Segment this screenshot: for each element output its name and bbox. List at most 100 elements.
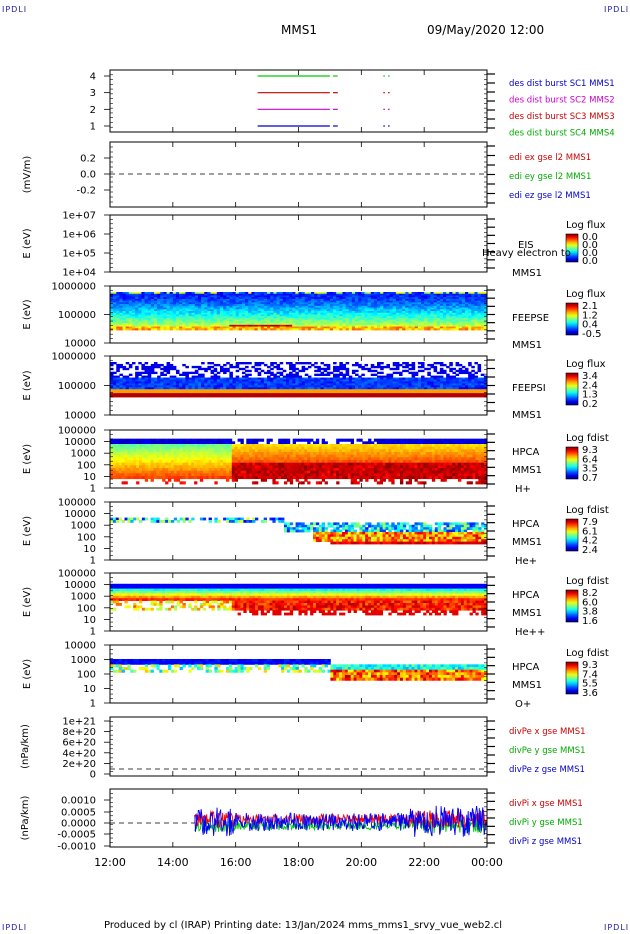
divpi-z-series (194, 805, 488, 837)
panel-frame (109, 716, 488, 777)
ytick-label: 0 (90, 770, 96, 781)
colorbar-tick: 3.8 (582, 607, 598, 618)
colorbar-tick: 7.4 (582, 669, 598, 680)
ytick-label: 2e+20 (62, 759, 96, 770)
instrument-label: EIS (518, 240, 534, 251)
colorbar-tick: 1.2 (582, 310, 598, 321)
ytick-label: 3 (90, 88, 96, 99)
species-label: He+ (515, 556, 537, 567)
colorbar (565, 372, 579, 406)
panel-burst: 4 3 2 1 des dist burst SC1 MMS1 des dist burs… (90, 69, 615, 139)
ytick-label: 100 (77, 460, 96, 471)
footer-credit: Produced by cl (IRAP) Printing date: 13/… (104, 920, 503, 931)
ytick-label: -0.2 (76, 186, 96, 197)
legend-entry: des dist burst SC2 MMS2 (509, 96, 615, 106)
panel-ylabel: E (eV) (22, 659, 33, 689)
panel-ylabel: E (eV) (22, 587, 33, 617)
colorbar-tick: 7.9 (582, 517, 598, 528)
ytick-label: 4 (90, 72, 96, 83)
colorbar-tick: 3.5 (582, 464, 598, 475)
legend-entry: des dist burst SC1 MMS1 (509, 79, 615, 89)
colorbar-tick: 1.3 (582, 390, 598, 401)
species-label: H+ (515, 484, 531, 495)
colorbar-tick: 2.4 (582, 545, 598, 556)
ytick-label: 1000 (71, 592, 96, 603)
ytick-label: 1000 (71, 655, 96, 666)
legend-entry: des dist burst SC4 MMS4 (509, 129, 615, 139)
colorbar-tick: 2.4 (582, 380, 598, 391)
legend-entry: divPi y gse MMS1 (509, 818, 583, 828)
panel-ylabel: E (eV) (22, 444, 33, 474)
colorbar-title: Log flux (566, 289, 606, 300)
spacecraft-label: MMS1 (512, 608, 542, 619)
ytick-label: 1 (90, 627, 96, 638)
colorbar (565, 518, 579, 552)
spacecraft-label: MMS1 (512, 465, 542, 476)
legend-entry: divPe z gse MMS1 (509, 765, 585, 775)
spacecraft-label: MMS1 (512, 410, 542, 421)
ytick-label: 1e+21 (62, 717, 96, 728)
ytick-label: 100000 (58, 569, 96, 580)
legend-entry: des dist burst SC3 MMS3 (509, 112, 615, 122)
ytick-label: 6e+20 (62, 738, 96, 749)
mission-title: MMS1 (281, 23, 317, 37)
colorbar-title: Log flux (566, 220, 606, 231)
ytick-label: 0.0010 (61, 796, 96, 807)
legend-entry: edi ex gse l2 MMS1 (509, 153, 591, 163)
colorbar-tick: 6.1 (582, 526, 598, 537)
ytick-label: 10000 (64, 437, 96, 448)
xtick-label: 16:00 (220, 856, 252, 869)
panel-ylabel: (nPa/km) (20, 724, 31, 769)
ytick-label: 2 (90, 105, 96, 116)
ytick-label: 10000 (64, 641, 96, 652)
ytick-label: 4e+20 (62, 748, 96, 759)
colorbar-tick: 8.2 (582, 588, 598, 599)
ytick-label: 1e+07 (62, 211, 96, 222)
ytick-label: 10000 (64, 339, 96, 350)
colorbar-tick: 9.3 (582, 445, 598, 456)
colorbar-title: Log fdist (566, 433, 609, 444)
divpi-x-series (194, 810, 488, 828)
ytick-label: 1 (90, 699, 96, 710)
ytick-label: -0.0010 (57, 842, 96, 853)
panel-frame (109, 69, 488, 133)
panel-ylabel: E (eV) (22, 228, 33, 258)
ytick-label: 100000 (58, 310, 96, 321)
colorbar-tick: 0.0 (582, 232, 598, 243)
corner-label-bottom-left: IPDLI (2, 923, 28, 932)
x-axis: 12:00 14:00 16:00 18:00 20:00 22:00 00:00 (94, 856, 503, 869)
panel-feepse: E (eV) 1000000 100000 10000 Log flux2.11.20.… (22, 282, 606, 352)
xtick-label: 20:00 (345, 856, 377, 869)
instrument-label: HPCA (512, 519, 540, 530)
ytick-label: 10000 (64, 580, 96, 591)
colorbar (565, 589, 579, 623)
colorbar-tick: 0.0 (582, 248, 598, 259)
ytick-label: 8e+20 (62, 727, 96, 738)
corner-label-top-right: IPDLI (604, 5, 630, 14)
instrument-label: FEEPSI (512, 383, 546, 394)
panel-ylabel: E (eV) (22, 516, 33, 546)
ytick-label: 0.0005 (61, 808, 96, 819)
colorbar-title: Log flux (566, 359, 606, 370)
ytick-label: 1 (90, 122, 96, 133)
panel-hpca_o: E (eV) 10000 1000 100 10 1 Log fdist9.37.45.53… (22, 641, 609, 711)
colorbar-title: Log fdist (566, 505, 609, 516)
colorbar-tick: 1.6 (582, 616, 598, 627)
ytick-label: 0.0 (80, 170, 96, 181)
instrument-label: HPCA (512, 662, 540, 673)
panel-frame (109, 214, 488, 273)
xtick-label: 22:00 (408, 856, 440, 869)
colorbar-tick: 3.4 (582, 371, 598, 382)
xtick-label: 18:00 (283, 856, 315, 869)
colorbar-tick: 2.1 (582, 301, 598, 312)
xtick-label: 12:00 (94, 856, 126, 869)
ytick-label: 1 (90, 556, 96, 567)
ytick-label: 1 (90, 484, 96, 495)
panel-divpi: (nPa/km) 0.00100.00050.0000-0.0005-0.0010… (20, 788, 583, 853)
ytick-label: 100 (77, 670, 96, 681)
